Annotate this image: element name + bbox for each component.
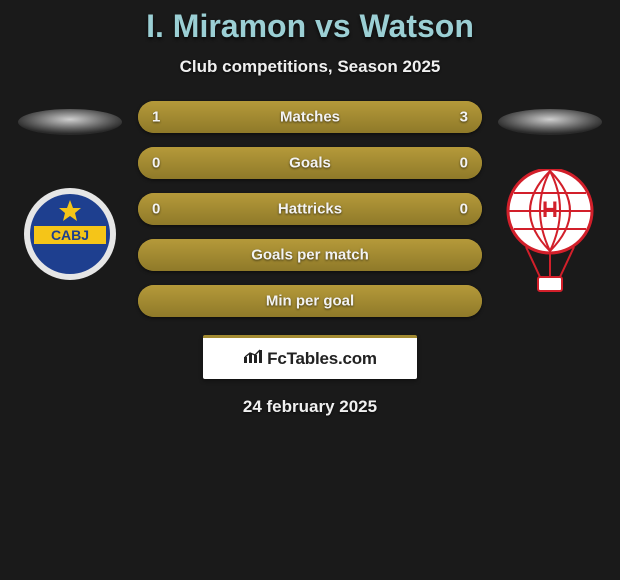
- huracan-badge-icon: H: [500, 169, 600, 299]
- team-right-badge-text: H: [542, 197, 558, 222]
- team-left-column: CABJ: [10, 101, 130, 299]
- stat-right-value: 0: [460, 201, 468, 218]
- stat-right-value: 0: [460, 155, 468, 172]
- stat-row-goals: 0 Goals 0: [138, 147, 482, 179]
- stat-label: Min per goal: [266, 293, 354, 310]
- stat-label: Goals: [289, 155, 331, 172]
- brand-box[interactable]: FcTables.com: [203, 335, 417, 379]
- bar-chart-icon: [243, 348, 263, 369]
- player-shadow-right: [496, 105, 604, 139]
- stat-row-hattricks: 0 Hattricks 0: [138, 193, 482, 225]
- stat-row-matches: 1 Matches 3: [138, 101, 482, 133]
- stat-left-value: 0: [152, 201, 160, 218]
- stats-column: 1 Matches 3 0 Goals 0 0 Hattricks 0 Goal…: [130, 101, 490, 317]
- team-left-badge-text: CABJ: [51, 227, 89, 243]
- stat-row-min-per-goal: Min per goal: [138, 285, 482, 317]
- brand-text: FcTables.com: [267, 349, 377, 369]
- team-left-badge: CABJ: [20, 169, 120, 299]
- comparison-card: I. Miramon vs Watson Club competitions, …: [0, 0, 620, 580]
- stat-label: Goals per match: [251, 247, 369, 264]
- stat-label: Matches: [280, 109, 340, 126]
- date-line: 24 february 2025: [0, 397, 620, 417]
- subtitle: Club competitions, Season 2025: [0, 57, 620, 77]
- stat-left-value: 0: [152, 155, 160, 172]
- page-title: I. Miramon vs Watson: [0, 8, 620, 45]
- stat-right-value: 3: [460, 109, 468, 126]
- team-right-column: H: [490, 101, 610, 299]
- team-right-badge: H: [500, 169, 600, 299]
- stat-left-value: 1: [152, 109, 160, 126]
- boca-badge-icon: CABJ: [22, 186, 118, 282]
- stat-label: Hattricks: [278, 201, 342, 218]
- player-shadow-left: [16, 105, 124, 139]
- main-row: CABJ 1 Matches 3 0 Goals 0 0: [0, 101, 620, 317]
- stat-row-goals-per-match: Goals per match: [138, 239, 482, 271]
